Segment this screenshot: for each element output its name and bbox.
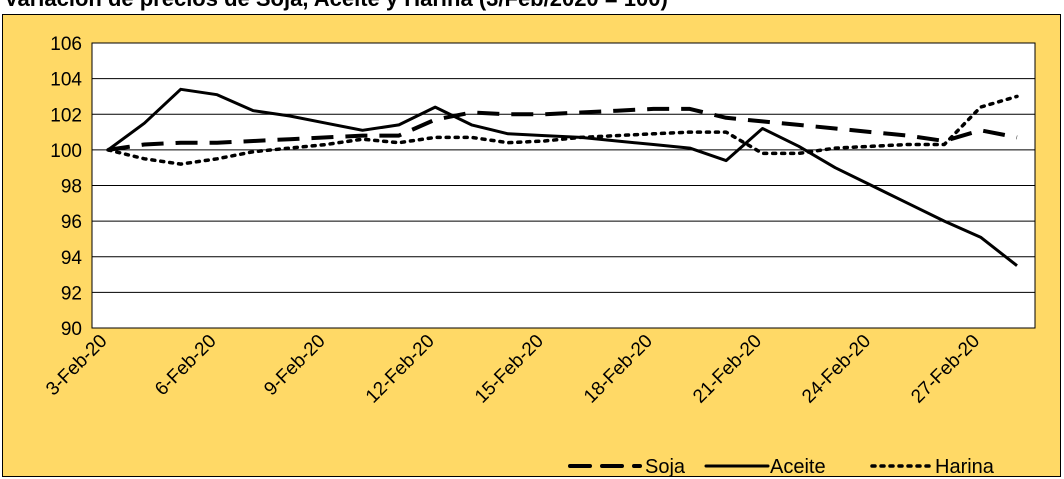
series-line-harina	[106, 94, 1019, 166]
y-tick-label-106: 106	[50, 34, 82, 55]
x-tick-label-27-Feb-20: 27-Feb-20	[907, 331, 984, 408]
x-tick-label-21-Feb-20: 21-Feb-20	[689, 331, 766, 408]
series-line-aceite	[107, 87, 1018, 267]
legend-label-harina: Harina	[935, 456, 995, 478]
y-tick-label-92: 92	[61, 283, 82, 304]
y-tick-label-94: 94	[61, 248, 83, 269]
x-tick-label-9-Feb-20: 9-Feb-20	[260, 331, 329, 400]
y-tick-label-90: 90	[61, 319, 82, 340]
legend-label-aceite: Aceite	[770, 456, 826, 478]
y-tick-label-102: 102	[50, 105, 82, 126]
x-tick-label-12-Feb-20: 12-Feb-20	[362, 331, 439, 408]
x-tick-label-15-Feb-20: 15-Feb-20	[471, 331, 548, 408]
x-tick-label-24-Feb-20: 24-Feb-20	[798, 331, 875, 408]
x-tick-label-3-Feb-20: 3-Feb-20	[42, 331, 111, 400]
caption-strip: Variación de precios de Soja, Aceite y H…	[0, 0, 1064, 14]
series-line-soja	[107, 106, 1018, 152]
y-tick-label-100: 100	[50, 141, 82, 162]
y-tick-label-96: 96	[61, 212, 82, 233]
y-tick-label-98: 98	[61, 177, 82, 198]
x-tick-label-6-Feb-20: 6-Feb-20	[151, 331, 220, 400]
figure-caption: Variación de precios de Soja, Aceite y H…	[4, 0, 668, 12]
legend-label-soja: Soja	[645, 456, 686, 478]
x-tick-label-18-Feb-20: 18-Feb-20	[580, 331, 657, 408]
y-tick-label-104: 104	[50, 70, 82, 91]
